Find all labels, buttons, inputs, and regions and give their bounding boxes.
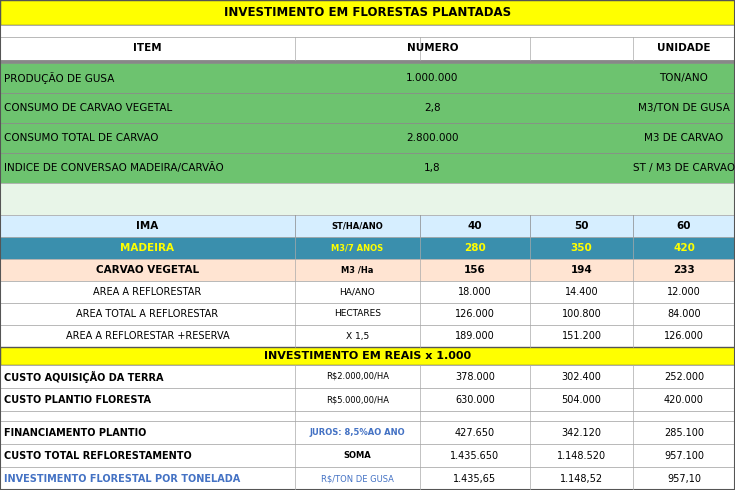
Bar: [0, 215, 735, 237]
Text: 252.000: 252.000: [664, 371, 704, 382]
Bar: [0, 123, 735, 153]
Text: 194: 194: [570, 265, 592, 275]
Text: JUROS: 8,5%AO ANO: JUROS: 8,5%AO ANO: [309, 428, 405, 437]
Text: M3 /Ha: M3 /Ha: [341, 266, 373, 274]
Bar: [0, 25, 735, 37]
Text: 233: 233: [673, 265, 695, 275]
Text: IMA: IMA: [137, 221, 159, 231]
Text: 126.000: 126.000: [664, 331, 704, 341]
Text: X 1,5: X 1,5: [346, 332, 369, 341]
Text: HECTARES: HECTARES: [334, 310, 381, 318]
Text: 40: 40: [467, 221, 482, 231]
Text: 100.800: 100.800: [562, 309, 601, 319]
Bar: [0, 325, 735, 347]
Text: CUSTO AQUISIÇÃO DA TERRA: CUSTO AQUISIÇÃO DA TERRA: [4, 370, 163, 383]
Text: 126.000: 126.000: [455, 309, 495, 319]
Text: 1.435,65: 1.435,65: [453, 473, 497, 484]
Text: AREA A REFLORESTAR: AREA A REFLORESTAR: [93, 287, 201, 297]
Text: INVESTIMENTO EM FLORESTAS PLANTADAS: INVESTIMENTO EM FLORESTAS PLANTADAS: [224, 6, 511, 19]
Text: ITEM: ITEM: [133, 44, 162, 53]
Bar: [0, 303, 735, 325]
Text: R$5.000,00/HA: R$5.000,00/HA: [326, 395, 389, 404]
Text: INVESTIMENTO FLORESTAL POR TONELADA: INVESTIMENTO FLORESTAL POR TONELADA: [4, 473, 240, 484]
Text: 285.100: 285.100: [664, 427, 704, 438]
Text: NUMERO: NUMERO: [406, 44, 458, 53]
Text: 60: 60: [677, 221, 691, 231]
Text: M3/TON DE GUSA: M3/TON DE GUSA: [638, 103, 730, 113]
Text: 1,8: 1,8: [424, 163, 441, 173]
Text: CONSUMO DE CARVAO VEGETAL: CONSUMO DE CARVAO VEGETAL: [4, 103, 172, 113]
Bar: [0, 467, 735, 490]
Bar: [0, 153, 735, 183]
Bar: [0, 411, 735, 421]
Text: R$/TON DE GUSA: R$/TON DE GUSA: [321, 474, 394, 483]
Text: PRODUÇÃO DE GUSA: PRODUÇÃO DE GUSA: [4, 72, 115, 84]
Text: AREA A REFLORESTAR +RESERVA: AREA A REFLORESTAR +RESERVA: [65, 331, 229, 341]
Bar: [0, 259, 735, 281]
Bar: [0, 444, 735, 467]
Bar: [0, 347, 735, 365]
Text: SOMA: SOMA: [344, 451, 371, 460]
Text: 302.400: 302.400: [562, 371, 601, 382]
Text: M3/7 ANOS: M3/7 ANOS: [331, 244, 384, 252]
Text: UNIDADE: UNIDADE: [657, 44, 711, 53]
Text: INVESTIMENTO EM REAIS x 1.000: INVESTIMENTO EM REAIS x 1.000: [264, 351, 471, 361]
Text: 12.000: 12.000: [667, 287, 701, 297]
Text: TON/ANO: TON/ANO: [659, 73, 709, 83]
Text: 957,10: 957,10: [667, 473, 701, 484]
Text: CARVAO VEGETAL: CARVAO VEGETAL: [96, 265, 199, 275]
Text: INDICE DE CONVERSAO MADEIRA/CARVÃO: INDICE DE CONVERSAO MADEIRA/CARVÃO: [4, 163, 223, 173]
Text: 2.800.000: 2.800.000: [406, 133, 459, 143]
Text: 151.200: 151.200: [562, 331, 601, 341]
Text: CONSUMO TOTAL DE CARVAO: CONSUMO TOTAL DE CARVAO: [4, 133, 159, 143]
Bar: [0, 421, 735, 444]
Text: R$2.000,00/HA: R$2.000,00/HA: [326, 372, 389, 381]
Text: ST/HA/ANO: ST/HA/ANO: [331, 221, 384, 230]
Text: 1.148.520: 1.148.520: [557, 450, 606, 461]
Text: MADEIRA: MADEIRA: [121, 243, 174, 253]
Text: 2,8: 2,8: [424, 103, 441, 113]
Bar: [0, 183, 735, 215]
Text: 84.000: 84.000: [667, 309, 700, 319]
Text: 280: 280: [464, 243, 486, 253]
Text: CUSTO TOTAL REFLORESTAMENTO: CUSTO TOTAL REFLORESTAMENTO: [4, 450, 192, 461]
Bar: [0, 37, 735, 60]
Bar: [0, 63, 735, 93]
Text: 1.148,52: 1.148,52: [560, 473, 603, 484]
Text: 630.000: 630.000: [455, 394, 495, 405]
Text: M3 DE CARVAO: M3 DE CARVAO: [645, 133, 724, 143]
Bar: [0, 237, 735, 259]
Bar: [0, 60, 735, 63]
Text: 378.000: 378.000: [455, 371, 495, 382]
Text: 504.000: 504.000: [562, 394, 601, 405]
Text: 1.000.000: 1.000.000: [406, 73, 459, 83]
Text: ST / M3 DE CARVAO: ST / M3 DE CARVAO: [633, 163, 735, 173]
Text: 350: 350: [570, 243, 592, 253]
Bar: [0, 93, 735, 123]
Text: 189.000: 189.000: [455, 331, 495, 341]
Text: 342.120: 342.120: [562, 427, 601, 438]
Text: 427.650: 427.650: [455, 427, 495, 438]
Text: 50: 50: [574, 221, 589, 231]
Text: 420: 420: [673, 243, 695, 253]
Text: AREA TOTAL A REFLORESTAR: AREA TOTAL A REFLORESTAR: [76, 309, 218, 319]
Bar: [0, 281, 735, 303]
Text: 420.000: 420.000: [664, 394, 704, 405]
Bar: [0, 0, 735, 25]
Text: 1.435.650: 1.435.650: [451, 450, 500, 461]
Bar: [0, 388, 735, 411]
Text: HA/ANO: HA/ANO: [340, 288, 376, 296]
Bar: [0, 365, 735, 388]
Text: 14.400: 14.400: [564, 287, 598, 297]
Text: 156: 156: [464, 265, 486, 275]
Text: CUSTO PLANTIO FLORESTA: CUSTO PLANTIO FLORESTA: [4, 394, 151, 405]
Text: 957.100: 957.100: [664, 450, 704, 461]
Text: 18.000: 18.000: [458, 287, 492, 297]
Text: FINANCIAMENTO PLANTIO: FINANCIAMENTO PLANTIO: [4, 427, 146, 438]
